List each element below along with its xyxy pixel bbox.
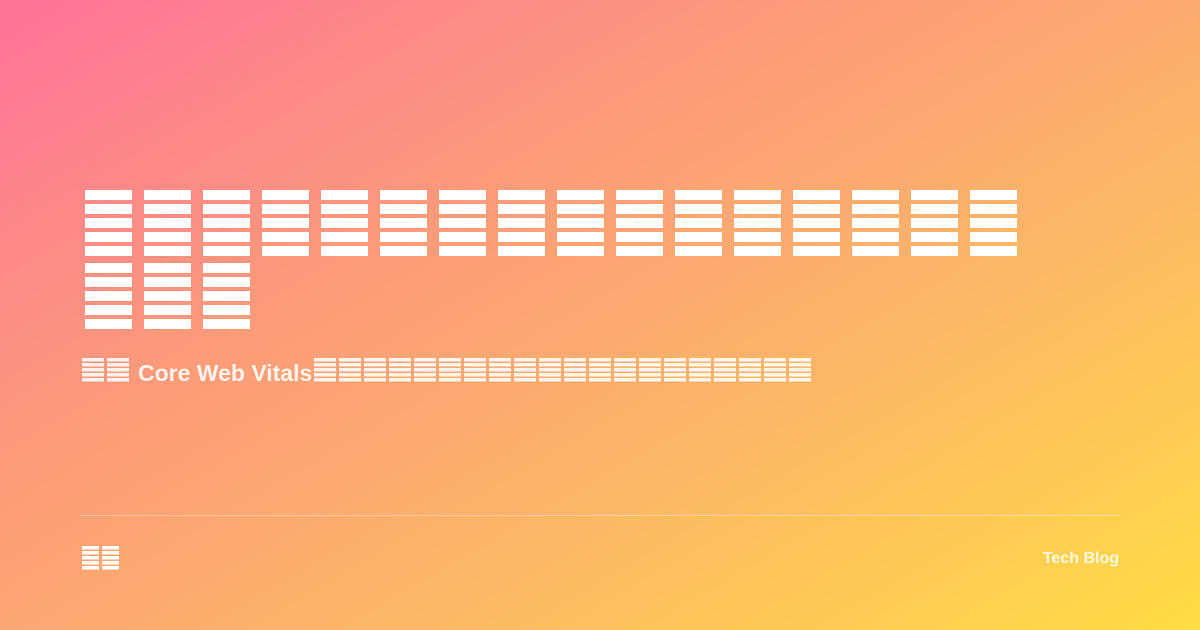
- missing-glyph-icon: [639, 358, 662, 382]
- missing-glyph-icon: [589, 358, 612, 382]
- missing-glyph-icon: [203, 190, 250, 256]
- missing-glyph-icon: [714, 358, 737, 382]
- missing-glyph-icon: [557, 190, 604, 256]
- missing-glyph-icon: [439, 358, 462, 382]
- missing-glyph-icon: [970, 190, 1017, 256]
- missing-glyph-icon: [464, 358, 487, 382]
- subtitle: Core Web Vitals: [82, 358, 814, 388]
- missing-glyph-icon: [489, 358, 512, 382]
- missing-glyph-icon: [82, 358, 132, 388]
- missing-glyph-icon: [203, 263, 250, 329]
- missing-glyph-icon: [789, 358, 812, 382]
- missing-glyph-icon: [85, 190, 132, 256]
- missing-glyph-icon: [85, 263, 132, 329]
- missing-glyph-icon: [539, 358, 562, 382]
- missing-glyph-icon: [102, 546, 119, 570]
- missing-glyph-icon: [564, 358, 587, 382]
- subtitle-text: Core Web Vitals: [138, 359, 313, 386]
- brand-name: Tech Blog: [1042, 550, 1119, 567]
- missing-glyph-icon: [439, 190, 486, 256]
- missing-glyph-icon: [689, 358, 712, 382]
- missing-glyph-icon: [314, 358, 337, 382]
- missing-glyph-icon: [364, 358, 387, 382]
- missing-glyph-icon: [144, 190, 191, 256]
- missing-glyph-icon: [262, 190, 309, 256]
- missing-glyph-icon: [82, 358, 104, 382]
- missing-glyph-icon: [380, 190, 427, 256]
- missing-glyph-icon: [852, 190, 899, 256]
- missing-glyph-icon: [793, 190, 840, 256]
- logo: [82, 546, 119, 570]
- missing-glyph-icon: [614, 358, 637, 382]
- missing-glyph-icon: [82, 546, 99, 570]
- missing-glyph-icon: [144, 263, 191, 329]
- missing-glyph-icon: [314, 358, 814, 388]
- missing-glyph-icon: [514, 358, 537, 382]
- missing-glyph-icon: [389, 358, 412, 382]
- missing-glyph-icon: [739, 358, 762, 382]
- missing-glyph-icon: [107, 358, 129, 382]
- page-title: [85, 190, 1085, 336]
- missing-glyph-icon: [734, 190, 781, 256]
- missing-glyph-icon: [414, 358, 437, 382]
- missing-glyph-icon: [664, 358, 687, 382]
- divider: [80, 515, 1120, 516]
- missing-glyph-icon: [321, 190, 368, 256]
- missing-glyph-icon: [498, 190, 545, 256]
- missing-glyph-icon: [764, 358, 787, 382]
- missing-glyph-icon: [911, 190, 958, 256]
- missing-glyph-icon: [616, 190, 663, 256]
- missing-glyph-icon: [339, 358, 362, 382]
- missing-glyph-icon: [675, 190, 722, 256]
